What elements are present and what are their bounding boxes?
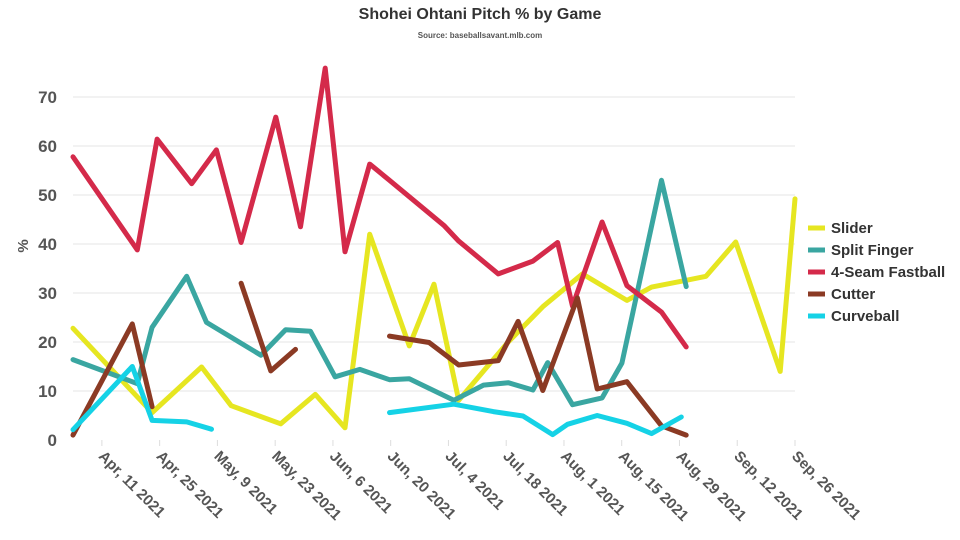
legend-label: Split Finger xyxy=(831,242,914,259)
y-tick-label: 50 xyxy=(38,186,57,205)
legend-label: Curveball xyxy=(831,308,899,325)
series-line-cutter xyxy=(238,280,298,374)
series-line-curveball xyxy=(70,364,214,433)
y-tick-label: 60 xyxy=(38,137,57,156)
series-lines xyxy=(70,65,798,438)
y-tick-label: 30 xyxy=(38,284,57,303)
series-line-cutter xyxy=(70,321,155,438)
y-tick-label: 40 xyxy=(38,235,57,254)
series-line-split-finger xyxy=(70,177,689,408)
legend: Slider Split Finger 4-Seam Fastball Cutter C… xyxy=(808,220,945,325)
y-tick-label: 10 xyxy=(38,382,57,401)
y-tick-label: 0 xyxy=(48,431,57,450)
series-line-4-seam-fastball xyxy=(70,65,689,350)
chart-subtitle: Source: baseballsavant.mlb.com xyxy=(417,31,543,40)
legend-label: Cutter xyxy=(831,286,875,303)
y-tick-label: 70 xyxy=(38,88,57,107)
series-line-curveball xyxy=(387,401,684,438)
y-axis: 0 10 20 30 40 50 60 70 xyxy=(38,88,57,450)
legend-label: 4-Seam Fastball xyxy=(831,264,945,281)
chart-title: Shohei Ohtani Pitch % by Game xyxy=(358,6,602,23)
legend-label: Slider xyxy=(831,220,873,237)
y-axis-label: % xyxy=(15,239,32,252)
series-line-cutter xyxy=(387,295,689,438)
y-tick-label: 20 xyxy=(38,333,57,352)
